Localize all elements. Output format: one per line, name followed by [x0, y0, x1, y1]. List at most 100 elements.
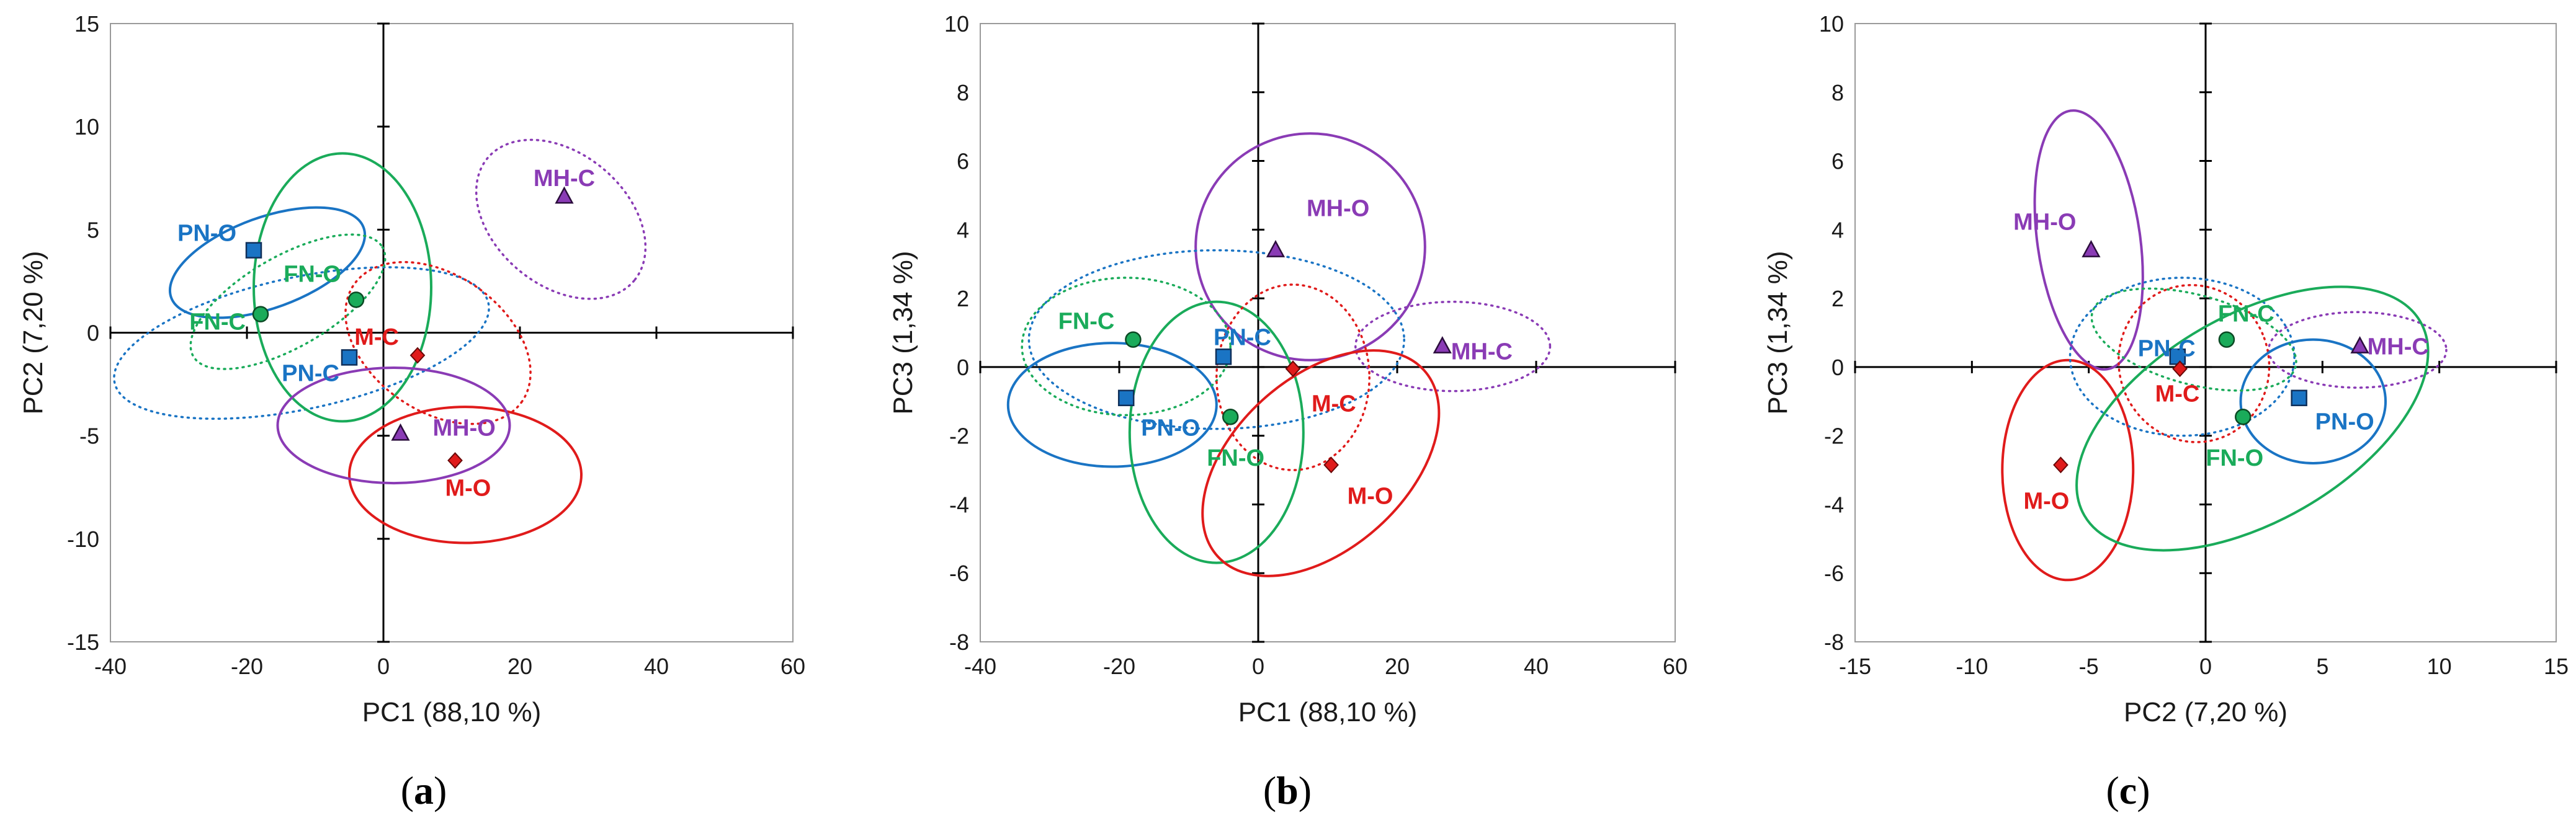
- y-tick-label: 10: [74, 114, 99, 140]
- point-label-pn-c: PN-C: [282, 360, 339, 386]
- ellipse-mh-dotted: [475, 138, 647, 300]
- y-tick-label: 6: [957, 149, 969, 174]
- y-axis-title: PC3 (1,34 %): [888, 251, 918, 414]
- ellipse-fn-solid: [2075, 285, 2430, 552]
- point-m-o: [2053, 456, 2068, 474]
- point-pn-c: [2169, 349, 2186, 365]
- ellipse-pn-dotted: [1027, 249, 1405, 430]
- point-fn-c: [252, 306, 269, 322]
- y-tick-label: 0: [1831, 355, 1844, 380]
- ellipse-mh-solid: [1194, 132, 1426, 362]
- point-label-fn-o: FN-O: [284, 261, 341, 287]
- x-tick-label: 0: [1252, 654, 1264, 679]
- x-tick-label: -20: [1103, 654, 1135, 679]
- y-tick-label: -2: [949, 424, 969, 449]
- y-tick-label: 8: [1831, 80, 1844, 105]
- x-tick-label: -5: [2079, 654, 2099, 679]
- ellipse-fn-solid: [1128, 300, 1305, 564]
- point-mh-c: [1433, 336, 1452, 353]
- y-tick-label: -6: [949, 561, 969, 586]
- point-label-mh-c: MH-C: [1451, 339, 1513, 365]
- y-tick-label: 10: [1819, 11, 1844, 37]
- ellipse-m-solid: [1201, 349, 1441, 577]
- ellipse-pn-dotted: [113, 266, 490, 420]
- point-label-mh-c: MH-C: [2368, 334, 2429, 360]
- x-axis-title: PC1 (88,10 %): [362, 697, 542, 727]
- x-tick-label: 60: [780, 654, 805, 679]
- x-tick-label: 40: [644, 654, 669, 679]
- x-tick-label: 20: [1385, 654, 1410, 679]
- x-tick-label: -15: [1839, 654, 1871, 679]
- point-mh-o: [1266, 239, 1286, 257]
- point-label-m-c: M-C: [1312, 391, 1356, 417]
- point-label-fn-c: FN-C: [2218, 301, 2274, 327]
- point-label-m-c: M-C: [2155, 381, 2200, 407]
- ellipse-fn-dotted: [189, 233, 387, 370]
- y-tick-label: 4: [957, 217, 969, 242]
- point-mh-c: [555, 186, 574, 204]
- y-tick-label: -6: [1824, 561, 1844, 586]
- y-tick-label: -10: [67, 526, 99, 552]
- ellipse-m-solid: [348, 406, 583, 544]
- point-label-m-o: M-O: [445, 476, 491, 502]
- y-tick-label: -8: [949, 629, 969, 655]
- x-tick-label: -20: [231, 654, 263, 679]
- panel-c: -15 -10 -5 0 5 10 15 -8 -6 -4 -2 0 2 4 6 8 10 PC2 (7,20 %…: [1763, 11, 2569, 812]
- y-tick-label: -8: [1824, 629, 1844, 655]
- y-tick-label: -2: [1824, 424, 1844, 449]
- point-fn-c: [2218, 331, 2235, 348]
- x-tick-label: 0: [377, 654, 390, 679]
- x-tick-label: 5: [2316, 654, 2328, 679]
- point-label-mh-o: MH-O: [1307, 196, 1369, 222]
- x-tick-label: 60: [1663, 654, 1688, 679]
- point-m-o: [447, 452, 463, 469]
- ellipse-mh-dotted: [2267, 311, 2448, 389]
- ellipse-pn-solid: [168, 206, 367, 319]
- point-fn-o: [2235, 408, 2252, 425]
- y-tick-label: 8: [957, 80, 969, 105]
- x-tick-label: 20: [508, 654, 532, 679]
- point-pn-o: [2291, 389, 2307, 406]
- point-label-pn-c: PN-C: [1214, 324, 1271, 350]
- y-axis-title: PC2 (7,20 %): [18, 251, 48, 414]
- ellipse-pn-solid: [1006, 342, 1218, 468]
- point-fn-o: [347, 291, 365, 308]
- x-axis-title: PC1 (88,10 %): [1238, 697, 1418, 727]
- x-tick-label: -40: [94, 654, 127, 679]
- point-m-c: [2172, 360, 2188, 378]
- x-axis-title: PC2 (7,20 %): [2124, 697, 2288, 727]
- panel-label: (c): [2106, 768, 2150, 812]
- point-label-mh-o: MH-O: [433, 415, 496, 441]
- y-tick-label: 0: [957, 355, 969, 380]
- ellipse-pn-dotted: [2068, 277, 2296, 437]
- point-m-o: [1323, 456, 1339, 474]
- y-tick-label: 2: [957, 286, 969, 311]
- point-label-pn-o: PN-O: [177, 221, 236, 247]
- point-label-fn-c: FN-C: [1058, 309, 1115, 335]
- panel-a: -40 -20 0 20 40 60 -15 -10 -5 0 5 10 15 PC1 (88,10 %)…: [18, 11, 805, 812]
- y-tick-label: 4: [1831, 217, 1844, 242]
- point-label-m-c: M-C: [354, 324, 399, 350]
- point-label-pn-c: PN-C: [2138, 335, 2196, 362]
- ellipse-m-dotted: [344, 260, 532, 425]
- ellipse-m-dotted: [1215, 283, 1371, 471]
- plot-frame: [980, 23, 1676, 642]
- point-pn-o: [245, 242, 262, 259]
- point-label-mh-o: MH-O: [2013, 210, 2076, 236]
- x-tick-label: 15: [2544, 654, 2569, 679]
- x-tick-label: 0: [2199, 654, 2212, 679]
- point-label-fn-o: FN-O: [1207, 445, 1264, 471]
- point-label-m-o: M-O: [1348, 484, 1393, 510]
- panel-label: (b): [1263, 768, 1312, 812]
- point-fn-c: [1125, 331, 1142, 348]
- point-mh-o: [2082, 239, 2101, 257]
- point-mh-o: [391, 423, 410, 441]
- y-tick-label: 5: [87, 217, 99, 242]
- ellipse-mh-solid: [276, 366, 511, 485]
- ellipse-m-solid: [2001, 358, 2135, 582]
- point-mh-c: [2350, 336, 2369, 353]
- x-tick-label: 40: [1524, 654, 1549, 679]
- y-tick-label: 6: [1831, 149, 1844, 174]
